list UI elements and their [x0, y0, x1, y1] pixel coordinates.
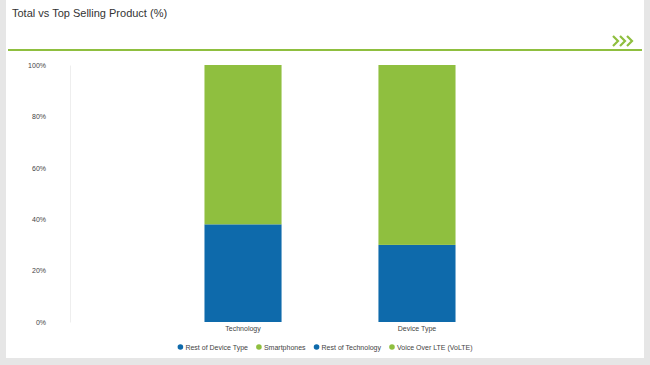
panel	[6, 0, 644, 358]
chevron	[620, 36, 625, 46]
bar-segment	[378, 65, 455, 245]
legend-item: Rest of Technology	[314, 344, 382, 352]
chevrons	[613, 36, 632, 46]
x-tick: Device Type	[398, 322, 436, 333]
chevron	[613, 36, 618, 46]
legend-swatch	[256, 344, 262, 350]
bar-segment	[378, 245, 455, 322]
y-tick-label: 100%	[28, 62, 46, 69]
x-tick-label: Technology	[225, 325, 261, 333]
y-tick-label: 80%	[32, 113, 46, 120]
legend-swatch	[178, 344, 184, 350]
chart: Total vs Top Selling Product (%) 0% 20% 40%…	[0, 0, 650, 365]
legend-item: Rest of Device Type	[178, 344, 248, 352]
y-tick-label: 40%	[32, 216, 46, 223]
title-rule	[8, 49, 642, 51]
legend-label: Voice Over LTE (VoLTE)	[397, 344, 473, 352]
legend-item: Voice Over LTE (VoLTE)	[389, 344, 472, 352]
bar-segment	[204, 65, 281, 224]
x-tick: Technology	[225, 322, 261, 333]
y-tick: 100%	[28, 62, 70, 69]
y-tick-label: 60%	[32, 165, 46, 172]
y-axis: 0% 20% 40% 60% 80% 100%	[28, 62, 70, 326]
legend-label: Rest of Technology	[322, 344, 382, 352]
legend: Rest of Device Type Smartphones Rest of Te…	[178, 344, 473, 352]
legend-label: Smartphones	[264, 344, 306, 352]
y-tick: 0%	[36, 319, 70, 326]
y-axis-line	[70, 66, 71, 323]
y-tick: 60%	[32, 165, 70, 172]
legend-swatch	[314, 344, 320, 350]
legend-swatch	[389, 344, 395, 350]
y-tick: 20%	[32, 267, 70, 274]
y-tick-label: 0%	[36, 319, 46, 326]
x-tick-label: Device Type	[398, 325, 436, 333]
bars	[204, 65, 455, 322]
y-tick: 40%	[32, 216, 70, 223]
x-axis-line	[71, 322, 591, 323]
legend-label: Rest of Device Type	[185, 344, 248, 352]
title: Total vs Top Selling Product (%)	[12, 7, 167, 19]
y-tick: 80%	[32, 113, 70, 120]
legend-item: Smartphones	[256, 344, 306, 352]
y-tick-label: 20%	[32, 267, 46, 274]
x-axis: Technology Device Type	[71, 322, 591, 333]
chevron	[627, 36, 632, 46]
bar-segment	[204, 224, 281, 322]
